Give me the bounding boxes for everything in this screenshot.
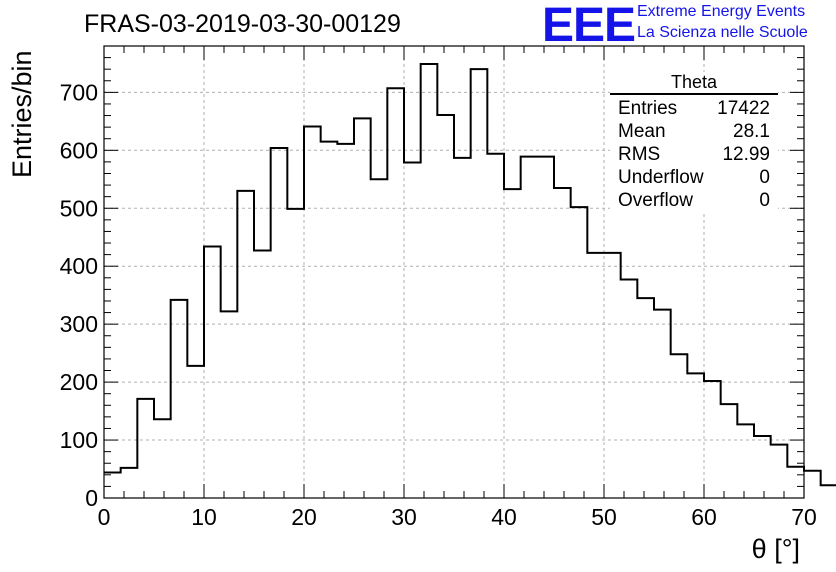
x-tick-label: 30 (391, 504, 417, 530)
y-tick-label: 200 (60, 369, 98, 395)
stats-label: Mean (618, 121, 666, 142)
stats-value: 0 (759, 190, 770, 211)
y-tick-label: 0 (85, 485, 98, 511)
stats-row-underflow: Underflow 0 (610, 166, 778, 189)
stats-label: RMS (618, 144, 661, 165)
stats-row-overflow: Overflow 0 (610, 189, 778, 212)
x-tick-label: 60 (691, 504, 717, 530)
y-axis-label: Entries/bin (7, 50, 37, 178)
x-tick-label: 40 (491, 504, 517, 530)
y-tick-label: 600 (60, 137, 98, 163)
stats-label: Entries (618, 98, 678, 119)
histogram-line (104, 62, 836, 487)
y-tick-label: 100 (60, 427, 98, 453)
stats-title: Theta (610, 72, 778, 95)
x-axis-label: θ [°] (751, 534, 800, 564)
plot-frame (103, 45, 805, 499)
stats-row-mean: Mean 28.1 (610, 120, 778, 143)
y-tick-label: 700 (60, 79, 98, 105)
x-tick-label: 0 (98, 504, 111, 530)
stats-value: 28.1 (733, 121, 770, 142)
y-tick-label: 500 (60, 195, 98, 221)
stats-label: Overflow (618, 190, 693, 211)
y-tick-label: 300 (60, 311, 98, 337)
x-tick-label: 10 (191, 504, 217, 530)
x-tick-label: 50 (591, 504, 617, 530)
logo-line-2: La Scienza nelle Scuole (637, 24, 808, 41)
x-tick-label: 20 (291, 504, 317, 530)
stats-value: 12.99 (722, 144, 770, 165)
x-tick-labels: 0 10 20 30 40 50 60 70 (98, 504, 817, 530)
eee-logo: EEE (542, 0, 636, 52)
chart-title: FRAS-03-2019-03-30-00129 (84, 10, 401, 38)
stats-value: 0 (759, 167, 770, 188)
y-tick-labels: 0 100 200 300 400 500 600 700 (60, 79, 98, 511)
x-tick-label: 70 (791, 504, 817, 530)
y-tick-label: 400 (60, 253, 98, 279)
stats-label: Underflow (618, 167, 704, 188)
stats-value: 17422 (717, 98, 770, 119)
axis-ticks (103, 45, 805, 499)
logo-line-1: Extreme Energy Events (637, 3, 806, 20)
stats-row-rms: RMS 12.99 (610, 143, 778, 166)
stats-box: Theta Entries 17422 Mean 28.1 RMS 12.99 … (610, 72, 778, 212)
stats-row-entries: Entries 17422 (610, 97, 778, 120)
